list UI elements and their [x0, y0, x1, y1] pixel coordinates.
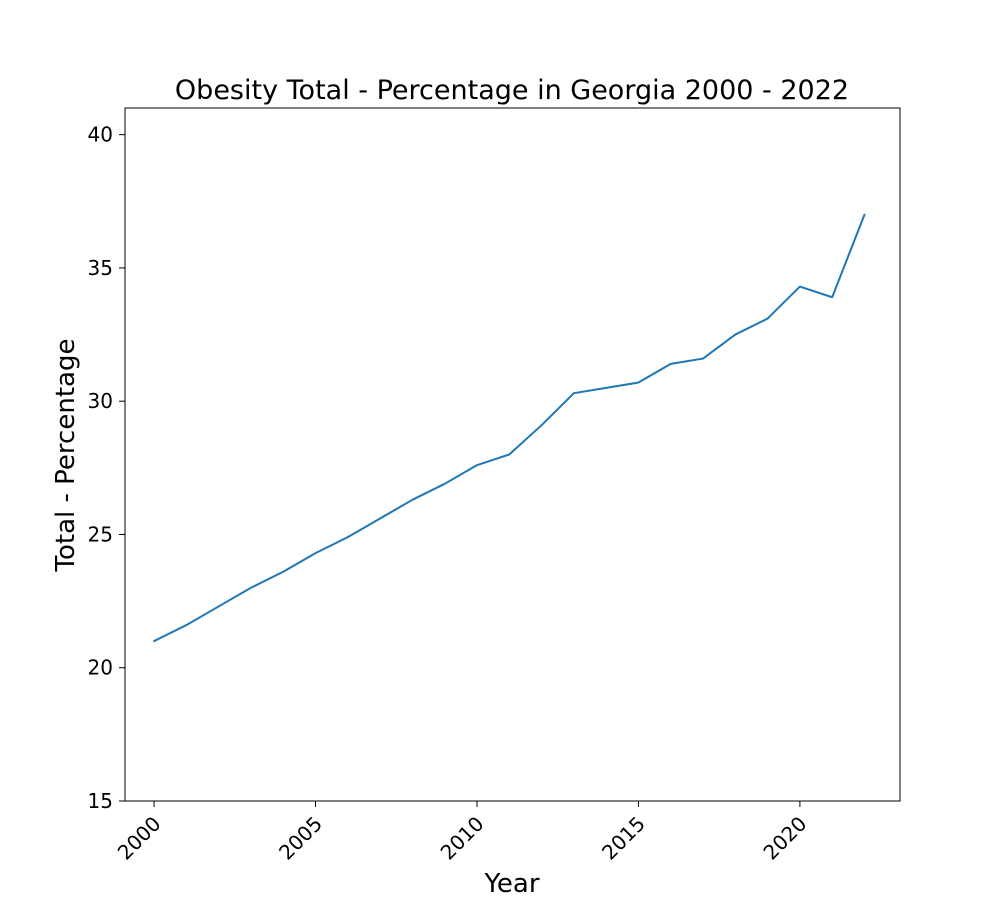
x-tick-label: 2010 — [436, 812, 489, 865]
y-tick-label: 40 — [88, 123, 113, 147]
y-axis-ticks: 15 20 25 30 35 40 — [88, 123, 125, 813]
x-axis-label: Year — [483, 869, 539, 899]
series-line — [153, 213, 866, 643]
x-tick-label: 2005 — [274, 812, 327, 865]
x-tick-label: 2000 — [113, 812, 166, 865]
y-axis-label: Total - Percentage — [51, 339, 81, 573]
y-tick-label: 30 — [88, 389, 113, 413]
chart-title: Obesity Total - Percentage in Georgia 20… — [175, 75, 849, 106]
y-tick-label: 20 — [88, 656, 113, 680]
x-axis-ticks: 2000 2005 2010 2015 2020 — [113, 801, 811, 865]
y-tick-label: 15 — [88, 789, 113, 813]
y-tick-label: 25 — [88, 522, 113, 546]
x-tick-label: 2015 — [597, 812, 650, 865]
plot-frame — [124, 107, 901, 802]
x-tick-label: 2020 — [758, 812, 811, 865]
y-tick-label: 35 — [88, 256, 113, 280]
